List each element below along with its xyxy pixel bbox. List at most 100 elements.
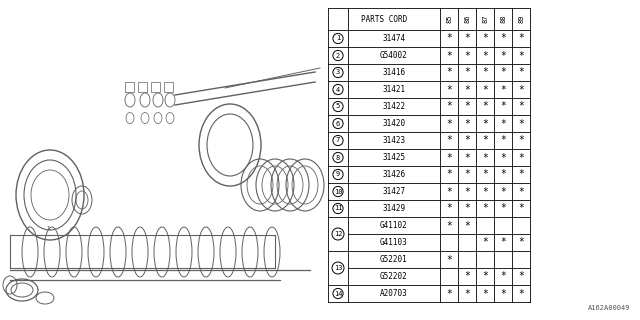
Text: *: * bbox=[482, 237, 488, 247]
Text: *: * bbox=[518, 153, 524, 163]
Text: *: * bbox=[482, 289, 488, 299]
Text: *: * bbox=[518, 101, 524, 111]
Text: *: * bbox=[482, 101, 488, 111]
Text: *: * bbox=[446, 34, 452, 44]
Text: *: * bbox=[446, 101, 452, 111]
Text: *: * bbox=[446, 84, 452, 94]
Text: *: * bbox=[500, 187, 506, 196]
Text: *: * bbox=[482, 153, 488, 163]
Bar bbox=[164, 82, 173, 92]
Text: 5: 5 bbox=[336, 103, 340, 109]
Text: *: * bbox=[482, 271, 488, 282]
Text: *: * bbox=[464, 153, 470, 163]
Text: *: * bbox=[482, 187, 488, 196]
Text: G41103: G41103 bbox=[380, 238, 408, 247]
Text: G52202: G52202 bbox=[380, 272, 408, 281]
Text: *: * bbox=[464, 289, 470, 299]
Text: 31426: 31426 bbox=[383, 170, 406, 179]
Text: 7: 7 bbox=[336, 138, 340, 143]
Text: 13: 13 bbox=[333, 265, 342, 271]
Text: *: * bbox=[518, 118, 524, 129]
Text: *: * bbox=[446, 254, 452, 265]
Text: A20703: A20703 bbox=[380, 289, 408, 298]
Text: *: * bbox=[464, 204, 470, 213]
Text: *: * bbox=[464, 84, 470, 94]
Text: *: * bbox=[482, 34, 488, 44]
Text: *: * bbox=[446, 289, 452, 299]
Text: *: * bbox=[446, 68, 452, 77]
Bar bbox=[151, 82, 160, 92]
Text: *: * bbox=[446, 135, 452, 146]
Text: *: * bbox=[500, 101, 506, 111]
Text: *: * bbox=[500, 84, 506, 94]
Text: *: * bbox=[518, 237, 524, 247]
Text: *: * bbox=[500, 118, 506, 129]
Text: 88: 88 bbox=[500, 15, 506, 23]
Text: 31425: 31425 bbox=[383, 153, 406, 162]
Text: G52201: G52201 bbox=[380, 255, 408, 264]
Text: 6: 6 bbox=[336, 121, 340, 126]
Text: *: * bbox=[446, 204, 452, 213]
Text: *: * bbox=[518, 135, 524, 146]
Text: *: * bbox=[518, 170, 524, 180]
Text: *: * bbox=[518, 187, 524, 196]
Text: 86: 86 bbox=[464, 15, 470, 23]
Text: *: * bbox=[518, 204, 524, 213]
Text: *: * bbox=[464, 271, 470, 282]
Text: *: * bbox=[500, 237, 506, 247]
Text: *: * bbox=[500, 34, 506, 44]
Text: *: * bbox=[500, 204, 506, 213]
Text: *: * bbox=[464, 51, 470, 60]
Text: *: * bbox=[518, 271, 524, 282]
Text: 4: 4 bbox=[336, 86, 340, 92]
Text: *: * bbox=[446, 51, 452, 60]
Text: *: * bbox=[446, 153, 452, 163]
Text: *: * bbox=[464, 187, 470, 196]
Text: *: * bbox=[482, 118, 488, 129]
Text: 10: 10 bbox=[333, 188, 342, 195]
Text: *: * bbox=[482, 135, 488, 146]
Text: *: * bbox=[500, 51, 506, 60]
Text: *: * bbox=[518, 51, 524, 60]
Text: 89: 89 bbox=[518, 15, 524, 23]
Text: *: * bbox=[500, 271, 506, 282]
Text: *: * bbox=[500, 135, 506, 146]
Text: 85: 85 bbox=[446, 15, 452, 23]
Text: *: * bbox=[518, 68, 524, 77]
Text: *: * bbox=[518, 84, 524, 94]
Text: 31422: 31422 bbox=[383, 102, 406, 111]
Text: 3: 3 bbox=[336, 69, 340, 76]
Text: *: * bbox=[464, 34, 470, 44]
Text: *: * bbox=[482, 51, 488, 60]
Text: PARTS CORD: PARTS CORD bbox=[361, 14, 407, 23]
Text: 11: 11 bbox=[333, 205, 342, 212]
Text: *: * bbox=[500, 68, 506, 77]
Text: *: * bbox=[482, 84, 488, 94]
Text: *: * bbox=[482, 68, 488, 77]
Text: *: * bbox=[518, 289, 524, 299]
Text: *: * bbox=[500, 153, 506, 163]
Text: *: * bbox=[464, 220, 470, 230]
Text: *: * bbox=[518, 34, 524, 44]
Text: 31423: 31423 bbox=[383, 136, 406, 145]
Text: 31429: 31429 bbox=[383, 204, 406, 213]
Text: 31474: 31474 bbox=[383, 34, 406, 43]
Text: *: * bbox=[446, 187, 452, 196]
Text: G54002: G54002 bbox=[380, 51, 408, 60]
Text: G41102: G41102 bbox=[380, 221, 408, 230]
Text: 8: 8 bbox=[336, 155, 340, 161]
Bar bbox=[125, 82, 134, 92]
Text: 9: 9 bbox=[336, 172, 340, 178]
Text: *: * bbox=[446, 220, 452, 230]
Text: *: * bbox=[464, 135, 470, 146]
Bar bbox=[138, 82, 147, 92]
Text: *: * bbox=[464, 101, 470, 111]
Text: *: * bbox=[500, 289, 506, 299]
Text: *: * bbox=[464, 68, 470, 77]
Text: *: * bbox=[446, 118, 452, 129]
Text: *: * bbox=[464, 118, 470, 129]
Text: 87: 87 bbox=[482, 15, 488, 23]
Text: *: * bbox=[500, 170, 506, 180]
Text: 12: 12 bbox=[333, 231, 342, 237]
Text: *: * bbox=[446, 170, 452, 180]
